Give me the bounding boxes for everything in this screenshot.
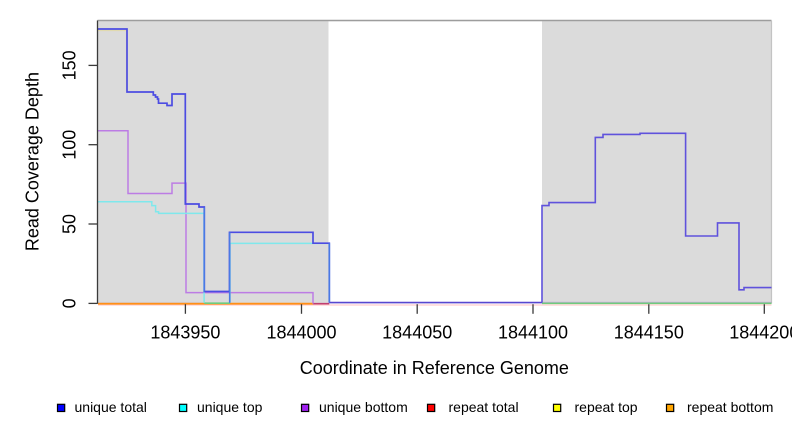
svg-text:1844150: 1844150 bbox=[614, 322, 684, 342]
svg-text:Read Coverage Depth: Read Coverage Depth bbox=[22, 72, 42, 251]
svg-text:unique total: unique total bbox=[75, 399, 147, 415]
svg-text:repeat total: repeat total bbox=[449, 399, 519, 415]
svg-text:unique top: unique top bbox=[197, 399, 263, 415]
svg-text:unique bottom: unique bottom bbox=[319, 399, 408, 415]
svg-text:100: 100 bbox=[59, 130, 79, 160]
svg-text:1843950: 1843950 bbox=[150, 322, 220, 342]
svg-text:150: 150 bbox=[59, 50, 79, 80]
svg-text:repeat top: repeat top bbox=[575, 399, 638, 415]
svg-text:50: 50 bbox=[59, 214, 79, 234]
svg-text:1844050: 1844050 bbox=[382, 322, 452, 342]
svg-text:1844200: 1844200 bbox=[729, 322, 792, 342]
svg-text:Coordinate in Reference Genome: Coordinate in Reference Genome bbox=[300, 358, 569, 378]
svg-text:0: 0 bbox=[59, 298, 79, 308]
svg-text:1844100: 1844100 bbox=[498, 322, 568, 342]
svg-text:repeat bottom: repeat bottom bbox=[687, 399, 773, 415]
svg-text:1844000: 1844000 bbox=[266, 322, 336, 342]
